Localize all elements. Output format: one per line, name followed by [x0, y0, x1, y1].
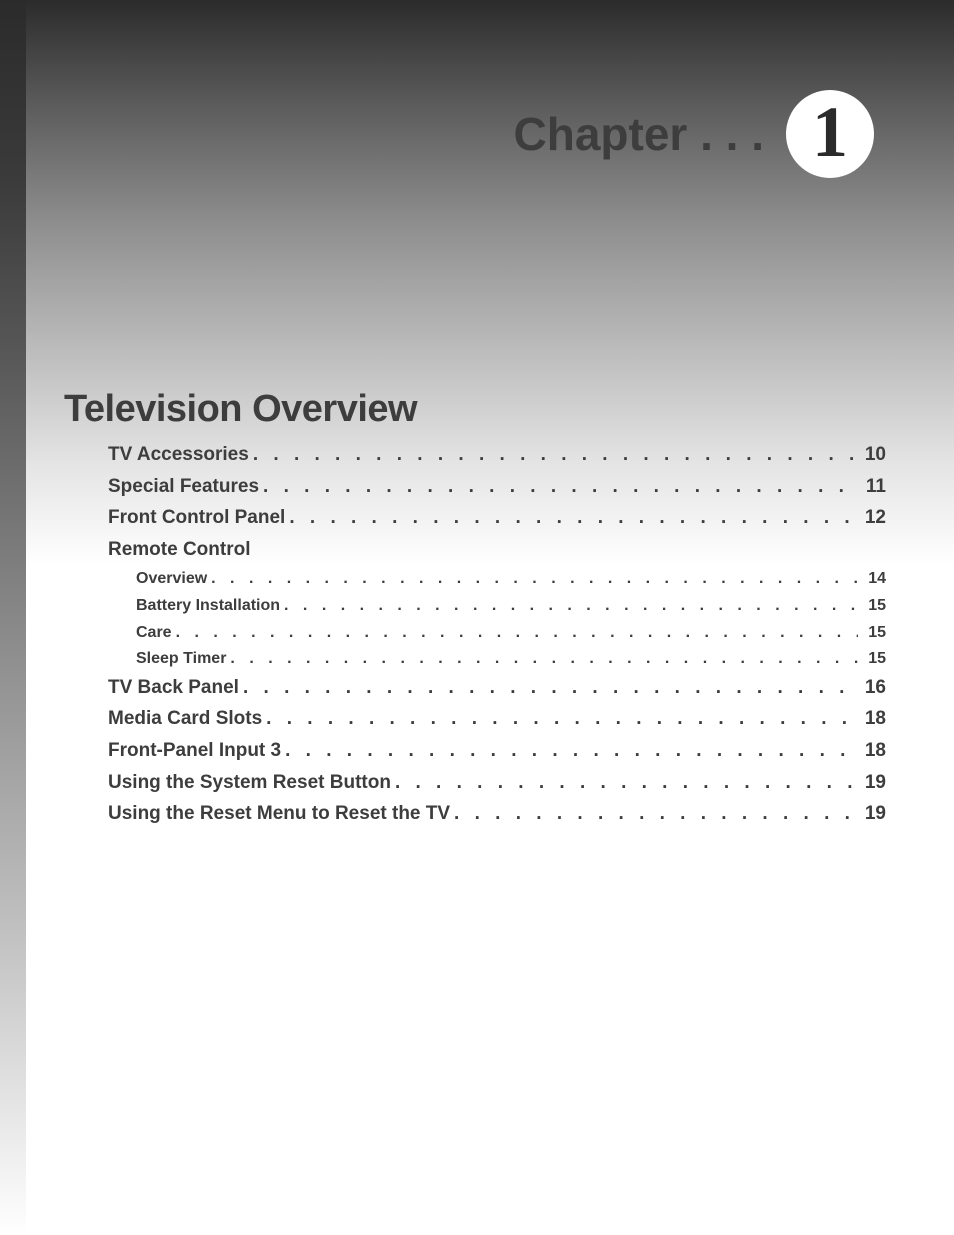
toc-page-number: 15: [858, 622, 886, 644]
toc-label: Using the System Reset Button: [108, 770, 391, 797]
toc-leader-dots: [249, 442, 858, 469]
toc-page-number: 18: [858, 706, 886, 733]
toc-page-number: 19: [858, 770, 886, 797]
toc-leader-dots: [226, 648, 858, 670]
toc-leader-dots: [391, 770, 858, 797]
toc-page-number: 15: [858, 648, 886, 670]
toc-label: Overview: [136, 568, 207, 590]
toc-leader-dots: [280, 595, 858, 617]
toc-page-number: 16: [858, 675, 886, 702]
table-of-contents: TV Accessories 10 Special Features 11 Front …: [108, 442, 886, 833]
toc-label: Care: [136, 622, 172, 644]
toc-page-number: 19: [858, 801, 886, 828]
toc-label: Remote Control: [108, 537, 251, 564]
toc-row: Care 15: [136, 622, 886, 644]
toc-row: TV Accessories 10: [108, 442, 886, 469]
section-title: Television Overview: [64, 388, 417, 431]
toc-page-number: 18: [858, 738, 886, 765]
toc-leader-dots: [262, 706, 858, 733]
chapter-number-badge: 1: [786, 90, 874, 178]
toc-page-number: 12: [858, 505, 886, 532]
toc-leader-dots: [172, 622, 858, 644]
toc-page-number: 10: [858, 442, 886, 469]
toc-label: Front Control Panel: [108, 505, 285, 532]
toc-row: Using the System Reset Button 19: [108, 770, 886, 797]
left-margin-strip: [0, 0, 26, 1235]
toc-leader-dots: [285, 505, 858, 532]
toc-row: Overview 14: [136, 568, 886, 590]
chapter-header: Chapter . . . 1: [514, 90, 874, 178]
toc-page-number: 11: [858, 474, 886, 501]
toc-row: Special Features 11: [108, 474, 886, 501]
toc-page-number: 15: [858, 595, 886, 617]
toc-label: Front-Panel Input 3: [108, 738, 281, 765]
toc-page-number: 14: [858, 568, 886, 590]
toc-label: TV Back Panel: [108, 675, 239, 702]
toc-leader-dots: [281, 738, 858, 765]
toc-row: Sleep Timer 15: [136, 648, 886, 670]
toc-leader-dots: [259, 474, 858, 501]
toc-label: Media Card Slots: [108, 706, 262, 733]
toc-row: Remote Control: [108, 537, 886, 564]
toc-label: Sleep Timer: [136, 648, 226, 670]
toc-label: Battery Installation: [136, 595, 280, 617]
toc-row: Front-Panel Input 3 18: [108, 738, 886, 765]
toc-row: Front Control Panel 12: [108, 505, 886, 532]
toc-row: Battery Installation 15: [136, 595, 886, 617]
toc-row: Media Card Slots 18: [108, 706, 886, 733]
toc-leader-dots: [239, 675, 858, 702]
toc-label: Special Features: [108, 474, 259, 501]
toc-label: Using the Reset Menu to Reset the TV: [108, 801, 450, 828]
toc-leader-dots: [450, 801, 858, 828]
chapter-label: Chapter . . .: [514, 107, 764, 161]
toc-row: Using the Reset Menu to Reset the TV 19: [108, 801, 886, 828]
chapter-number: 1: [812, 96, 848, 168]
toc-leader-dots: [207, 568, 858, 590]
toc-row: TV Back Panel 16: [108, 675, 886, 702]
toc-label: TV Accessories: [108, 442, 249, 469]
